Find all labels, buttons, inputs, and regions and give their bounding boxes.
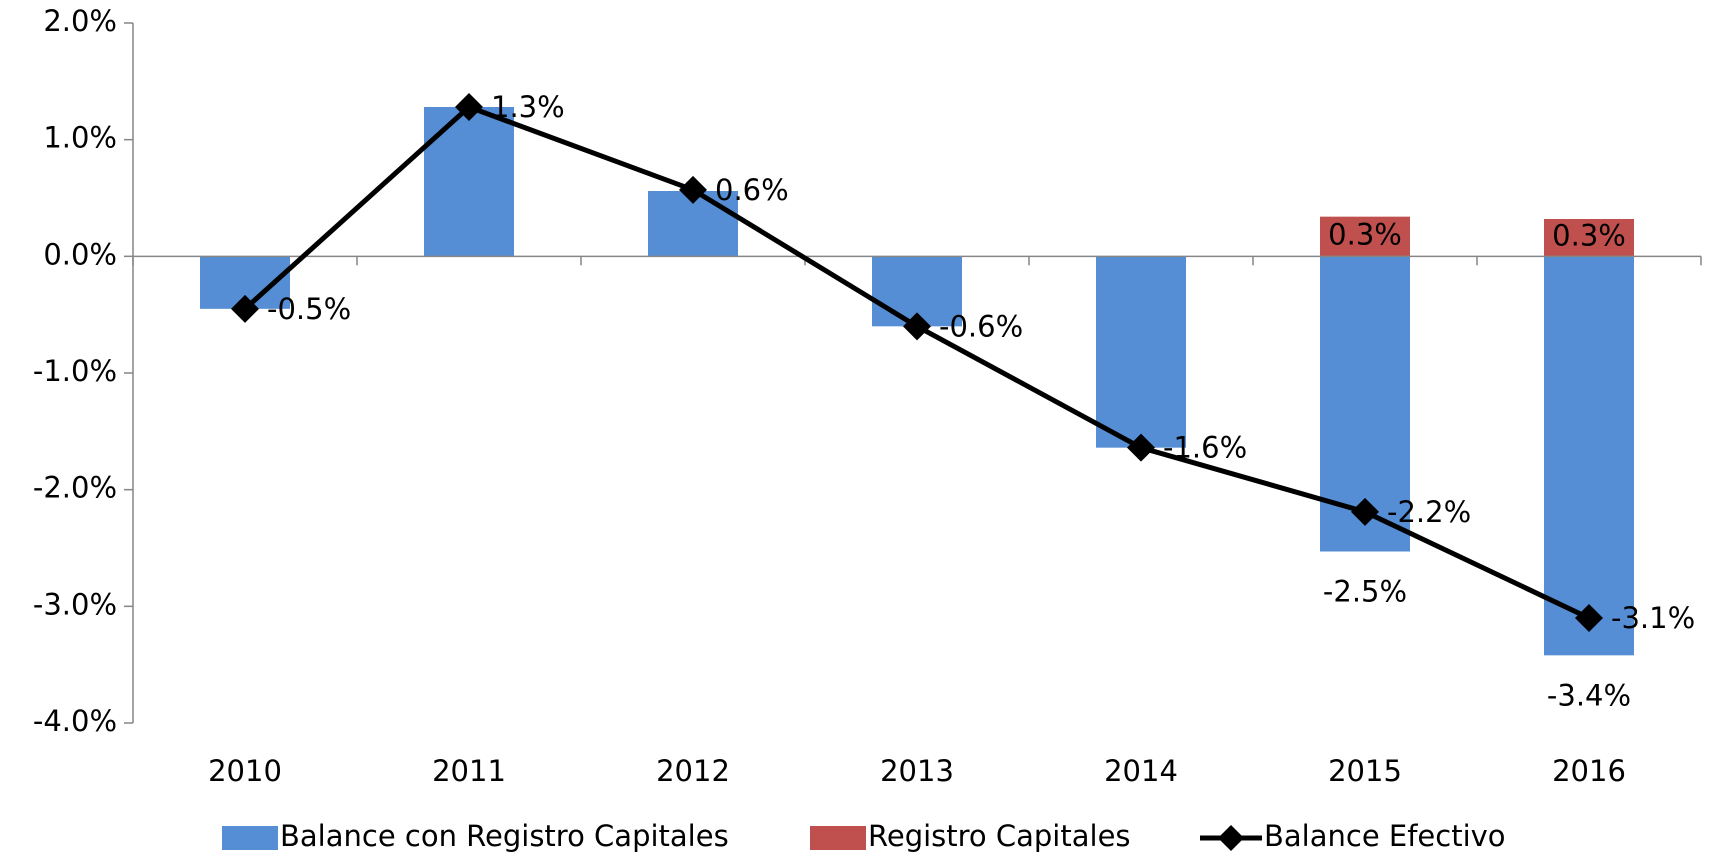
legend-label: Registro Capitales	[868, 819, 1131, 853]
line-label: -1.6%	[1163, 431, 1247, 465]
x-tick-label: 2010	[208, 754, 282, 788]
legend-swatch	[222, 826, 278, 850]
bar	[1096, 256, 1186, 448]
y-tick-label: 1.0%	[43, 121, 117, 155]
x-tick-label: 2014	[1104, 754, 1178, 788]
bar-label: -3.4%	[1547, 678, 1631, 712]
bar	[1320, 216, 1410, 257]
bar	[1544, 256, 1634, 656]
y-tick-label: -4.0%	[33, 704, 117, 738]
bar-label: 0.3%	[1552, 219, 1626, 253]
y-tick-label: 0.0%	[43, 237, 117, 271]
line-label: -0.5%	[267, 292, 351, 326]
legend-label: Balance Efectivo	[1264, 819, 1506, 853]
line-label: 1.3%	[491, 90, 565, 124]
line-label: 0.6%	[715, 173, 789, 207]
marker	[1127, 433, 1155, 462]
bar	[1544, 219, 1634, 257]
legend-label: Balance con Registro Capitales	[280, 819, 729, 853]
x-tick-label: 2015	[1328, 754, 1402, 788]
marker	[1575, 604, 1603, 632]
marker	[231, 294, 259, 323]
y-tick-label: -1.0%	[33, 354, 117, 388]
bar-label: -2.5%	[1323, 575, 1407, 609]
marker	[903, 312, 931, 341]
line-label: -3.1%	[1611, 601, 1695, 635]
x-tick-label: 2016	[1552, 754, 1626, 788]
legend-marker	[1218, 825, 1244, 851]
x-tick-label: 2011	[432, 754, 506, 788]
line-label: -0.6%	[939, 309, 1023, 343]
bar-label: 0.3%	[1328, 218, 1402, 252]
marker	[455, 93, 483, 121]
legend-swatch	[810, 826, 866, 850]
marker	[1351, 497, 1379, 526]
x-tick-label: 2013	[880, 754, 954, 788]
y-tick-label: -2.0%	[33, 471, 117, 505]
line-label: -2.2%	[1387, 495, 1471, 529]
x-tick-label: 2012	[656, 754, 730, 788]
y-tick-label: 2.0%	[43, 4, 117, 38]
marker	[679, 175, 707, 204]
y-tick-label: -3.0%	[33, 587, 117, 621]
bar	[424, 107, 514, 257]
